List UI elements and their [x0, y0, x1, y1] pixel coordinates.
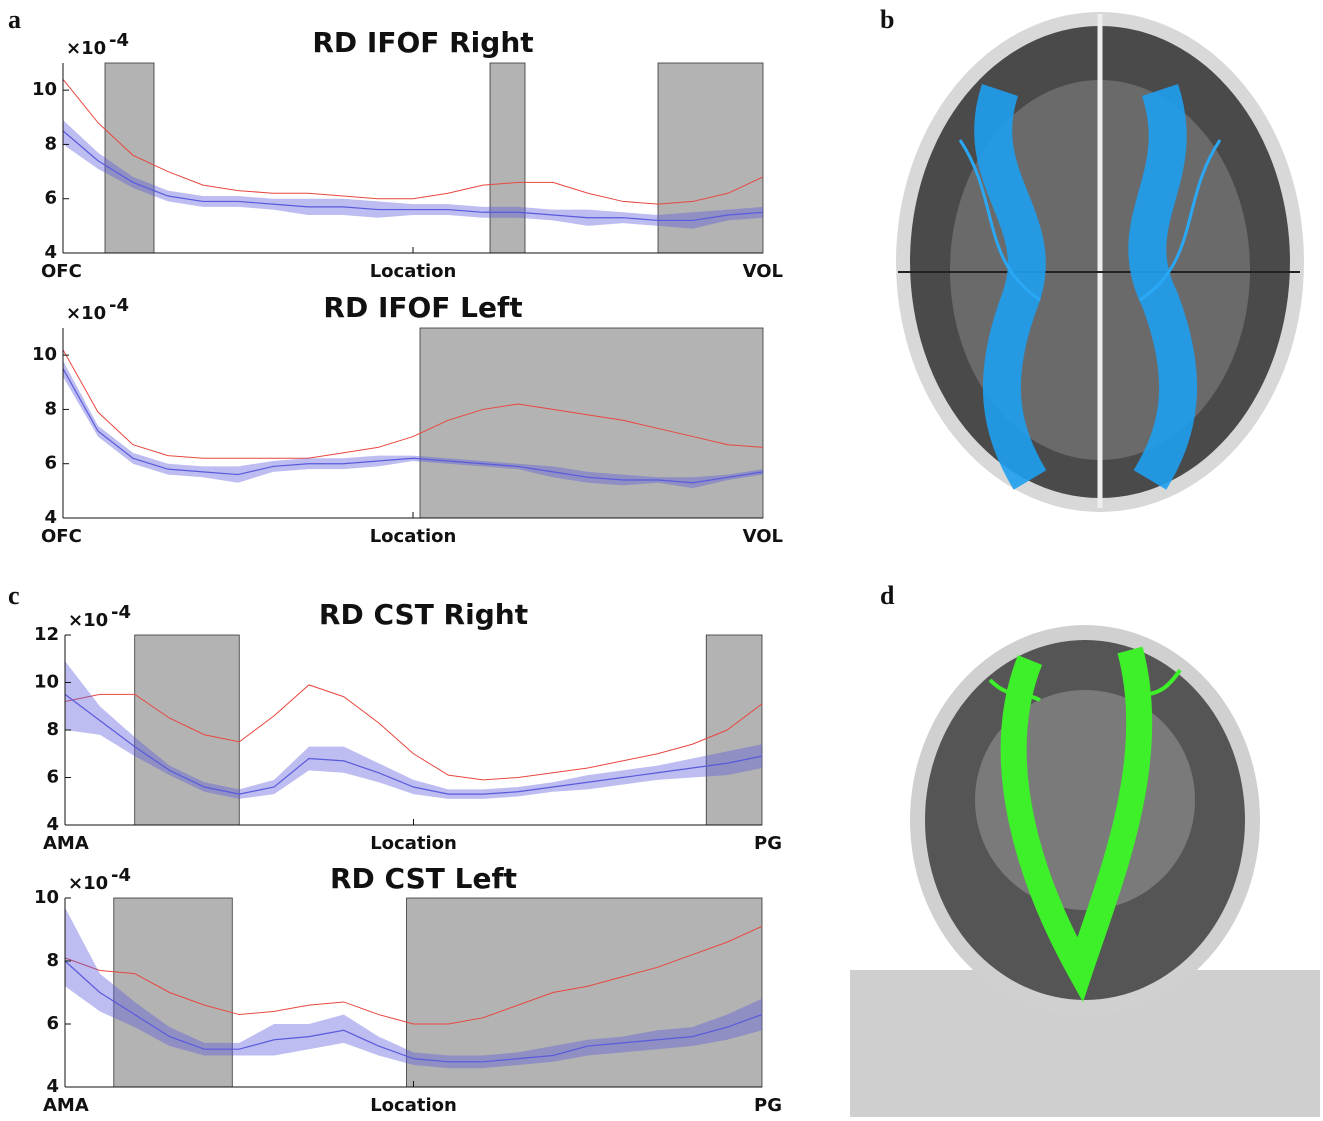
x-axis-label: Location — [370, 261, 457, 282]
shaded-region — [420, 328, 763, 518]
figure: a b c d RD IFOF Right×10-446810OFCLocati… — [0, 0, 1323, 1117]
y-tick-label: 6 — [46, 767, 59, 788]
y-tick-label: 4 — [44, 242, 57, 263]
x-axis-label: Location — [370, 1095, 457, 1116]
y-tick-label: 12 — [34, 624, 59, 645]
y-tick-label: 6 — [44, 453, 57, 474]
panel-label: d — [880, 581, 895, 610]
chart-title: RD CST Right — [319, 598, 528, 631]
y-multiplier: ×10 — [66, 303, 106, 324]
y-tick-label: 10 — [32, 79, 57, 100]
y-tick-label: 10 — [34, 672, 59, 693]
y-exponent: -4 — [111, 602, 131, 623]
y-tick-label: 6 — [44, 188, 57, 209]
panel-label: b — [880, 5, 894, 34]
y-tick-label: 4 — [46, 814, 59, 835]
y-multiplier: ×10 — [68, 610, 108, 631]
x-axis-label: Location — [370, 833, 457, 854]
y-exponent: -4 — [111, 865, 131, 886]
y-multiplier: ×10 — [66, 38, 106, 59]
y-multiplier: ×10 — [68, 873, 108, 894]
x-end-label: PG — [754, 1095, 782, 1116]
brain-coronal-image — [850, 625, 1320, 1117]
y-tick-label: 8 — [44, 398, 57, 419]
x-end-label: VOL — [743, 526, 783, 547]
chart-title: RD IFOF Left — [323, 291, 522, 324]
chart-title: RD IFOF Right — [312, 26, 533, 59]
y-tick-label: 10 — [32, 344, 57, 365]
panel-label: c — [8, 581, 20, 610]
x-start-label: AMA — [43, 1095, 89, 1116]
y-tick-label: 6 — [46, 1013, 59, 1034]
x-start-label: OFC — [41, 526, 82, 547]
shaded-region — [490, 63, 525, 253]
shaded-region — [114, 898, 232, 1087]
chart-title: RD CST Left — [330, 862, 517, 895]
x-start-label: OFC — [41, 261, 82, 282]
y-exponent: -4 — [109, 30, 129, 51]
y-tick-label: 8 — [46, 719, 59, 740]
x-axis-label: Location — [370, 526, 457, 547]
y-tick-label: 10 — [34, 887, 59, 908]
y-tick-label: 4 — [46, 1076, 59, 1097]
y-tick-label: 8 — [46, 950, 59, 971]
y-exponent: -4 — [109, 295, 129, 316]
y-tick-label: 4 — [44, 507, 57, 528]
y-tick-label: 8 — [44, 133, 57, 154]
x-end-label: VOL — [743, 261, 783, 282]
shaded-region — [105, 63, 154, 253]
panel-label: a — [8, 5, 21, 34]
shaded-region — [135, 635, 240, 825]
x-start-label: AMA — [43, 833, 89, 854]
x-end-label: PG — [754, 833, 782, 854]
shaded-region — [706, 635, 762, 825]
brain-axial-image — [896, 12, 1304, 512]
